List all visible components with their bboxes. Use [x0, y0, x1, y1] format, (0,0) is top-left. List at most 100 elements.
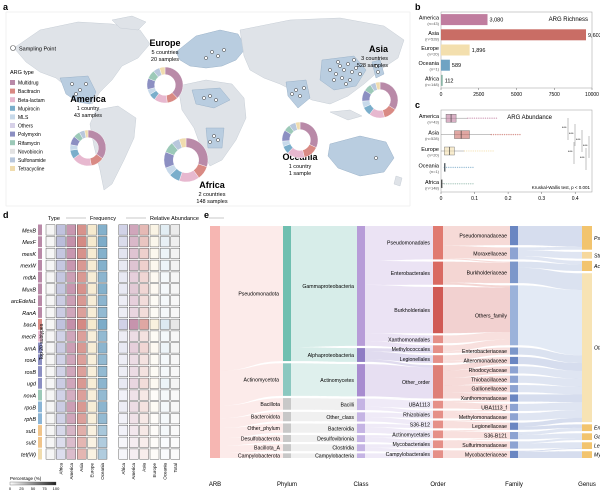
relative-cell — [170, 259, 181, 271]
relative-cell — [149, 283, 160, 295]
relative-cell — [139, 377, 149, 389]
sankey-node — [582, 226, 592, 250]
sankey-flow — [443, 419, 510, 422]
type-bar — [38, 401, 42, 413]
sampling-point — [290, 92, 294, 96]
frequency-cell — [87, 342, 97, 354]
frequency-cell — [76, 366, 87, 377]
sampling-point — [208, 94, 212, 98]
frequency-cell — [56, 366, 66, 377]
frequency-cell — [56, 330, 66, 342]
frequency-cell — [66, 436, 77, 448]
outlier-point — [495, 133, 497, 136]
panel-letter-e: e — [204, 210, 209, 220]
outlier-point — [490, 133, 493, 136]
sankey-flow — [443, 358, 510, 371]
sankey-node — [582, 442, 592, 450]
sankey-node — [582, 273, 592, 423]
sankey-flow — [518, 402, 582, 412]
frequency-cell — [87, 389, 97, 401]
frequency-cell — [97, 413, 108, 425]
column-label: Europe — [90, 463, 95, 478]
tick-label: 10000 — [585, 92, 599, 98]
sankey-flow — [291, 453, 357, 458]
type-bar — [38, 425, 42, 436]
sankey-flows — [220, 226, 582, 458]
sankey-node-label: Other_class — [326, 415, 354, 421]
relative-cell — [149, 436, 160, 448]
legend-swatch — [10, 131, 15, 137]
relative-cell — [170, 354, 181, 366]
relative-cell — [118, 436, 129, 448]
significance-label: *** — [569, 131, 574, 136]
type-bar — [38, 259, 42, 271]
relative-cell — [128, 283, 139, 295]
outlier-point — [445, 183, 448, 185]
outlier-point — [492, 133, 495, 136]
column-label: Asia — [79, 463, 84, 472]
frequency-cell — [76, 236, 87, 248]
sankey-node-label: Pseudomonas_E — [594, 236, 600, 242]
type-cell — [45, 224, 56, 236]
sankey-flow — [518, 356, 582, 371]
legend-label: MLS — [18, 115, 29, 121]
outlier-point — [467, 166, 470, 169]
tick-label: 0 — [440, 196, 443, 202]
row-label: novA — [23, 393, 36, 399]
sankey-flow — [518, 375, 582, 387]
row-label: arnA — [24, 346, 36, 352]
type-bar — [38, 283, 42, 295]
frequency-cell — [66, 236, 77, 248]
relative-cell — [118, 248, 129, 259]
sankey-flow — [443, 412, 510, 420]
sankey-node — [510, 441, 518, 449]
frequency-cell — [87, 413, 97, 425]
data-label: 3,080 — [490, 18, 504, 24]
frequency-cell — [76, 295, 87, 307]
outlier-point — [491, 117, 493, 119]
sankey-flow — [443, 448, 510, 451]
frequency-cell — [66, 401, 77, 413]
sankey-flow — [365, 260, 433, 285]
outlier-point — [461, 166, 463, 169]
sankey-flow — [220, 411, 283, 429]
frequency-cell — [66, 318, 77, 330]
sankey-node-label: Other_phylum — [247, 426, 280, 432]
top20-subtype-heatmap: Type Frequency Relative Abundance MexB MexF m… — [9, 216, 224, 491]
sankey-flow — [443, 356, 510, 363]
relative-cell — [128, 318, 139, 330]
sampling-point — [70, 82, 74, 86]
sankey-node — [357, 398, 365, 411]
data-label: 589 — [452, 63, 461, 69]
region-countries: 3 countries — [361, 56, 388, 62]
frequency-cell — [66, 330, 77, 342]
sankey-node — [510, 347, 518, 355]
relative-cell — [160, 236, 170, 248]
sankey-flow — [518, 424, 582, 430]
sankey-flow — [291, 226, 357, 348]
sankey-node — [433, 261, 443, 285]
sankey-flow — [220, 226, 283, 371]
outlier-point — [452, 166, 454, 169]
relative-cell — [128, 330, 139, 342]
frequency-cell — [76, 448, 87, 460]
category-n: (n=528) — [425, 136, 440, 141]
relative-cell — [139, 248, 149, 259]
sankey-node — [357, 226, 365, 346]
region-name: Europe — [149, 38, 180, 48]
sankey-node-label: Acinetobacter — [593, 264, 600, 270]
sankey-flow — [443, 400, 510, 403]
sankey-node — [433, 226, 443, 260]
relative-cell — [128, 436, 139, 448]
frequency-cell — [66, 389, 77, 401]
relative-cell — [128, 401, 139, 413]
sampling-point — [334, 72, 338, 76]
sankey-node — [510, 432, 518, 440]
outlier-point — [482, 117, 484, 119]
sankey-node-label: Stutzerimonas — [594, 253, 600, 259]
sankey-node-label: Pseudomonadota — [238, 292, 279, 298]
frequency-cell — [56, 236, 66, 248]
outlier-point — [448, 183, 450, 185]
category-label: Asia — [428, 31, 440, 37]
sankey-node — [582, 433, 592, 441]
